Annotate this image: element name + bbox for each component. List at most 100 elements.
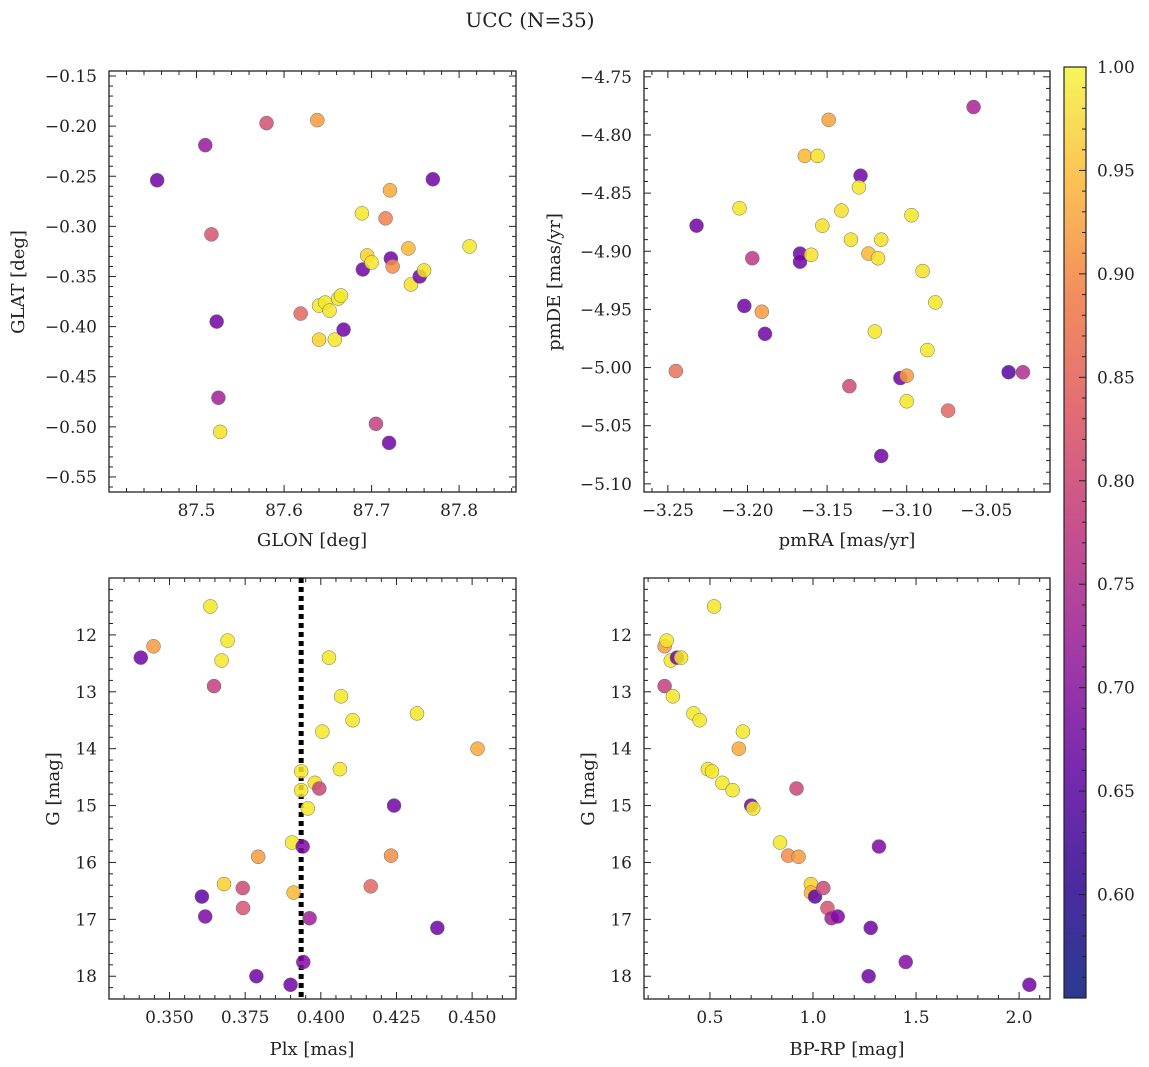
data-point	[322, 303, 337, 318]
data-point	[259, 115, 274, 131]
data-point	[689, 218, 704, 233]
data-point	[333, 689, 349, 704]
y-tick-label: 17	[75, 910, 97, 930]
x-tick-label: 1.0	[799, 1008, 826, 1028]
data-point	[792, 254, 808, 269]
y-tick-label: −0.35	[45, 267, 97, 287]
colorbar-tick-label: 0.70	[1097, 679, 1135, 699]
data-point	[312, 781, 327, 796]
data-point	[842, 378, 857, 394]
data-point	[220, 633, 235, 648]
data-point	[383, 848, 399, 863]
axes-frame	[643, 70, 1051, 493]
data-point	[966, 99, 981, 115]
data-point	[235, 880, 251, 896]
y-tick-label: 15	[75, 797, 97, 817]
data-point	[198, 137, 213, 153]
data-point	[293, 306, 308, 321]
data-point	[321, 650, 337, 665]
data-point	[462, 239, 477, 254]
data-point	[873, 232, 889, 247]
data-point	[381, 435, 397, 451]
plot-plx-g: 0.350 0.375 0.400 0.425 0.450 12 13 14 15 16 17 18	[75, 577, 517, 1028]
x-tick-label: 87.6	[265, 501, 303, 521]
colorbar-tick-label: 0.80	[1097, 472, 1135, 492]
colorbar-ticks: 0.60 0.65 0.70 0.75 0.80 0.85 0.90 0.95 1.00	[1079, 58, 1135, 999]
data-point	[315, 724, 330, 739]
data-point	[915, 263, 930, 279]
data-point	[851, 180, 867, 195]
data-point	[731, 741, 747, 756]
y-tick-label: 16	[75, 853, 97, 873]
y-tick-label: −5.10	[580, 475, 632, 495]
data-point	[296, 954, 311, 970]
x-tick-label: 0.425	[372, 1008, 421, 1028]
data-point	[336, 322, 351, 337]
y-tick-label: 12	[610, 626, 632, 646]
data-point	[706, 599, 722, 614]
x-tick-label: 87.8	[440, 501, 478, 521]
data-point	[899, 368, 914, 383]
data-point	[754, 304, 770, 319]
data-point	[843, 232, 859, 247]
data-point	[345, 712, 360, 728]
y-tick-label: −0.45	[45, 368, 97, 388]
plot-pmra-pmde: −3.25 −3.20 −3.15 −3.10 −3.05 −4.75 −4.80 −4.85…	[580, 68, 1051, 521]
data-point	[1001, 364, 1016, 380]
y-tick-label: −0.25	[45, 167, 97, 187]
y-tick-label: −0.20	[45, 117, 97, 137]
x-tick-label: −3.25	[642, 501, 694, 521]
data-point	[1015, 364, 1031, 380]
data-point	[203, 599, 218, 614]
data-point	[745, 801, 761, 816]
data-point	[834, 203, 849, 218]
data-point	[133, 650, 149, 665]
data-point	[1022, 977, 1037, 993]
plot-bprp-g: 0.5 1.0 1.5 2.0 12 13 14 15 16 17 18	[610, 577, 1051, 1028]
data-point	[300, 801, 316, 816]
panel-pmra-pmde: pmRA [mas/yr] pmDE [mas/yr]	[544, 213, 915, 551]
data-point	[209, 314, 224, 329]
axes-frame	[643, 577, 1051, 1000]
axes-frame	[108, 70, 517, 493]
data-point	[363, 879, 379, 894]
colorbar	[1063, 66, 1087, 999]
data-point	[430, 920, 445, 936]
x-tick-label: −3.05	[960, 501, 1012, 521]
y-tick-label: −0.40	[45, 318, 97, 338]
data-point	[332, 761, 348, 777]
colorbar-tick-label: 0.65	[1097, 782, 1135, 802]
data-point	[791, 849, 806, 865]
data-point	[816, 880, 831, 896]
data-point	[810, 148, 825, 164]
data-point	[704, 764, 720, 779]
data-point	[920, 342, 935, 358]
data-point	[425, 172, 441, 187]
data-point	[863, 920, 878, 936]
data-point	[302, 910, 317, 926]
data-point	[409, 706, 425, 721]
data-point	[659, 633, 674, 648]
x-tick-label: 87.7	[353, 501, 391, 521]
data-point	[789, 781, 804, 796]
data-point	[668, 363, 684, 379]
data-point	[194, 889, 210, 904]
data-point	[657, 678, 672, 694]
x-tick-label: 0.400	[296, 1008, 345, 1028]
data-point	[904, 207, 919, 223]
data-point	[327, 332, 343, 347]
x-tick-label: −3.15	[801, 501, 853, 521]
y-tick-label: 18	[75, 967, 97, 987]
data-point	[873, 448, 889, 464]
y-tick-label: 12	[75, 626, 97, 646]
data-point	[732, 200, 747, 216]
data-point	[815, 218, 830, 233]
x-tick-label: −3.10	[881, 501, 933, 521]
y-tick-label: −0.55	[45, 468, 97, 488]
xlabel-plx: Plx [mas]	[270, 1039, 355, 1060]
panel-plx-g: Plx [mas] G [mag]	[43, 752, 354, 1060]
plot-glon-glat: 87.5 87.6 87.7 87.8 −0.15 −0.20 −0.25 −0.30 −0.3…	[45, 67, 517, 521]
data-point	[692, 712, 707, 728]
x-tick-label: 0.450	[448, 1008, 497, 1028]
